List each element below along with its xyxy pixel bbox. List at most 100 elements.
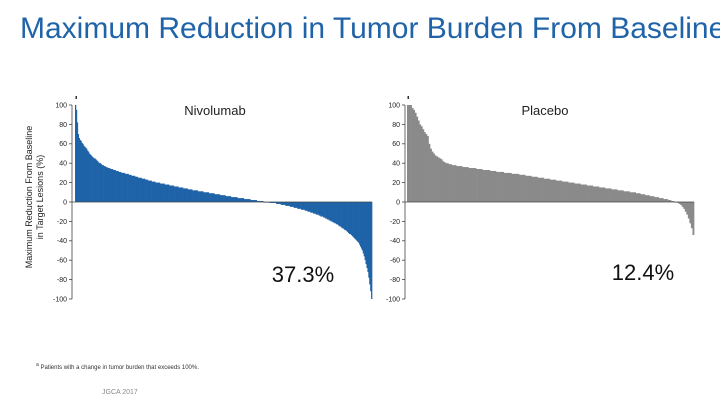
placebo-bar	[600, 187, 603, 202]
placebo-bar	[496, 171, 498, 202]
nivolumab-bar	[92, 157, 94, 202]
nivolumab-bar	[293, 202, 295, 208]
nivolumab-bar	[230, 197, 233, 202]
placebo-bar	[634, 192, 637, 202]
nivolumab-bar	[117, 170, 119, 202]
nivolumab-bar	[220, 195, 222, 202]
placebo-bar	[531, 176, 534, 202]
nivolumab-bar	[158, 182, 161, 202]
placebo-bar	[583, 184, 586, 202]
placebo-bar	[677, 202, 679, 203]
placebo-bar	[586, 185, 589, 202]
nivolumab-bar	[302, 202, 305, 210]
nivolumab-bar	[144, 178, 146, 202]
placebo-bar	[408, 105, 411, 202]
placebo-bar	[546, 178, 549, 202]
placebo-bar	[509, 172, 512, 202]
placebo-y-tick-label: 20	[392, 180, 400, 187]
nivolumab-bar	[154, 181, 156, 202]
placebo-bar	[663, 199, 666, 202]
nivolumab-bar	[148, 180, 151, 202]
placebo-bar	[681, 202, 684, 207]
nivolumab-bar	[336, 202, 338, 225]
nivolumab-bar	[171, 185, 174, 202]
nivolumab-bar	[317, 202, 319, 215]
nivolumab-bar	[88, 153, 91, 202]
placebo-bar	[649, 196, 652, 202]
placebo-bar	[451, 165, 454, 202]
placebo-bar	[670, 201, 673, 202]
nivolumab-bar	[299, 202, 301, 209]
nivolumab-bar	[367, 202, 369, 272]
placebo-bar	[611, 189, 613, 202]
nivolumab-bar	[269, 202, 271, 203]
nivolumab-bar	[192, 190, 194, 202]
nivolumab-bar	[315, 202, 318, 215]
nivolumab-bar	[300, 202, 303, 210]
nivolumab-bar	[139, 177, 141, 202]
nivolumab-bar	[324, 202, 326, 218]
nivolumab-bar	[97, 161, 99, 202]
nivolumab-bar	[111, 169, 114, 202]
placebo-bar	[655, 197, 658, 202]
nivolumab-bar	[279, 202, 282, 204]
nivolumab-bar	[178, 187, 180, 202]
nivolumab-bar	[134, 175, 136, 202]
nivolumab-bar	[187, 189, 189, 202]
nivolumab-bar	[339, 202, 341, 227]
nivolumab-bar	[175, 186, 177, 202]
placebo-bar	[620, 190, 623, 202]
nivolumab-bar	[85, 147, 87, 202]
nivolumab-bar	[301, 202, 304, 210]
nivolumab-bar	[243, 199, 246, 202]
placebo-bar	[468, 168, 471, 202]
placebo-bar	[499, 171, 501, 202]
nivolumab-bar	[308, 202, 310, 212]
nivolumab-bar	[225, 196, 227, 202]
nivolumab-bar	[326, 202, 329, 220]
placebo-bar	[657, 197, 660, 202]
nivolumab-bar	[121, 172, 123, 202]
placebo-bar	[456, 166, 458, 202]
nivolumab-bar	[288, 202, 290, 206]
nivolumab-bar	[169, 185, 171, 202]
nivolumab-bar	[330, 202, 332, 222]
nivolumab-bar	[165, 184, 167, 202]
nivolumab-bar	[177, 186, 179, 202]
placebo-bar	[612, 189, 615, 202]
placebo-bar	[680, 202, 683, 205]
placebo-bar	[420, 126, 423, 202]
nivolumab-bar	[126, 173, 128, 202]
nivolumab-bar	[327, 202, 329, 220]
nivolumab-bar	[211, 193, 213, 202]
nivolumab-bar	[193, 190, 195, 202]
nivolumab-bar	[191, 189, 193, 202]
nivolumab-bar	[247, 199, 249, 202]
nivolumab-bar	[294, 202, 296, 208]
placebo-bar	[608, 188, 610, 202]
placebo-bar	[465, 167, 468, 202]
placebo-bar	[425, 134, 428, 202]
placebo-bar	[543, 178, 546, 202]
nivolumab-bar	[369, 202, 371, 285]
nivolumab-bar	[361, 202, 364, 251]
nivolumab-bar	[141, 178, 143, 202]
placebo-bar	[517, 173, 520, 202]
placebo-bar	[503, 172, 506, 202]
nivolumab-y-tick-label: 40	[59, 161, 67, 168]
placebo-bar	[661, 198, 664, 202]
nivolumab-bar	[310, 202, 312, 213]
nivolumab-bar	[205, 192, 207, 202]
placebo-bar	[422, 129, 425, 202]
y-axis-label: Maximum Reduction From Baseline in Targe…	[20, 112, 48, 282]
nivolumab-bar	[75, 109, 78, 202]
nivolumab-bar	[276, 202, 278, 204]
nivolumab-bar	[306, 202, 308, 211]
placebo-bar	[601, 187, 604, 202]
nivolumab-bar	[305, 202, 307, 211]
nivolumab-bar	[208, 193, 211, 202]
nivolumab-bar	[213, 193, 215, 202]
nivolumab-bar	[75, 105, 77, 202]
nivolumab-bar	[173, 186, 175, 202]
placebo-y-tick-label: 40	[392, 161, 400, 168]
